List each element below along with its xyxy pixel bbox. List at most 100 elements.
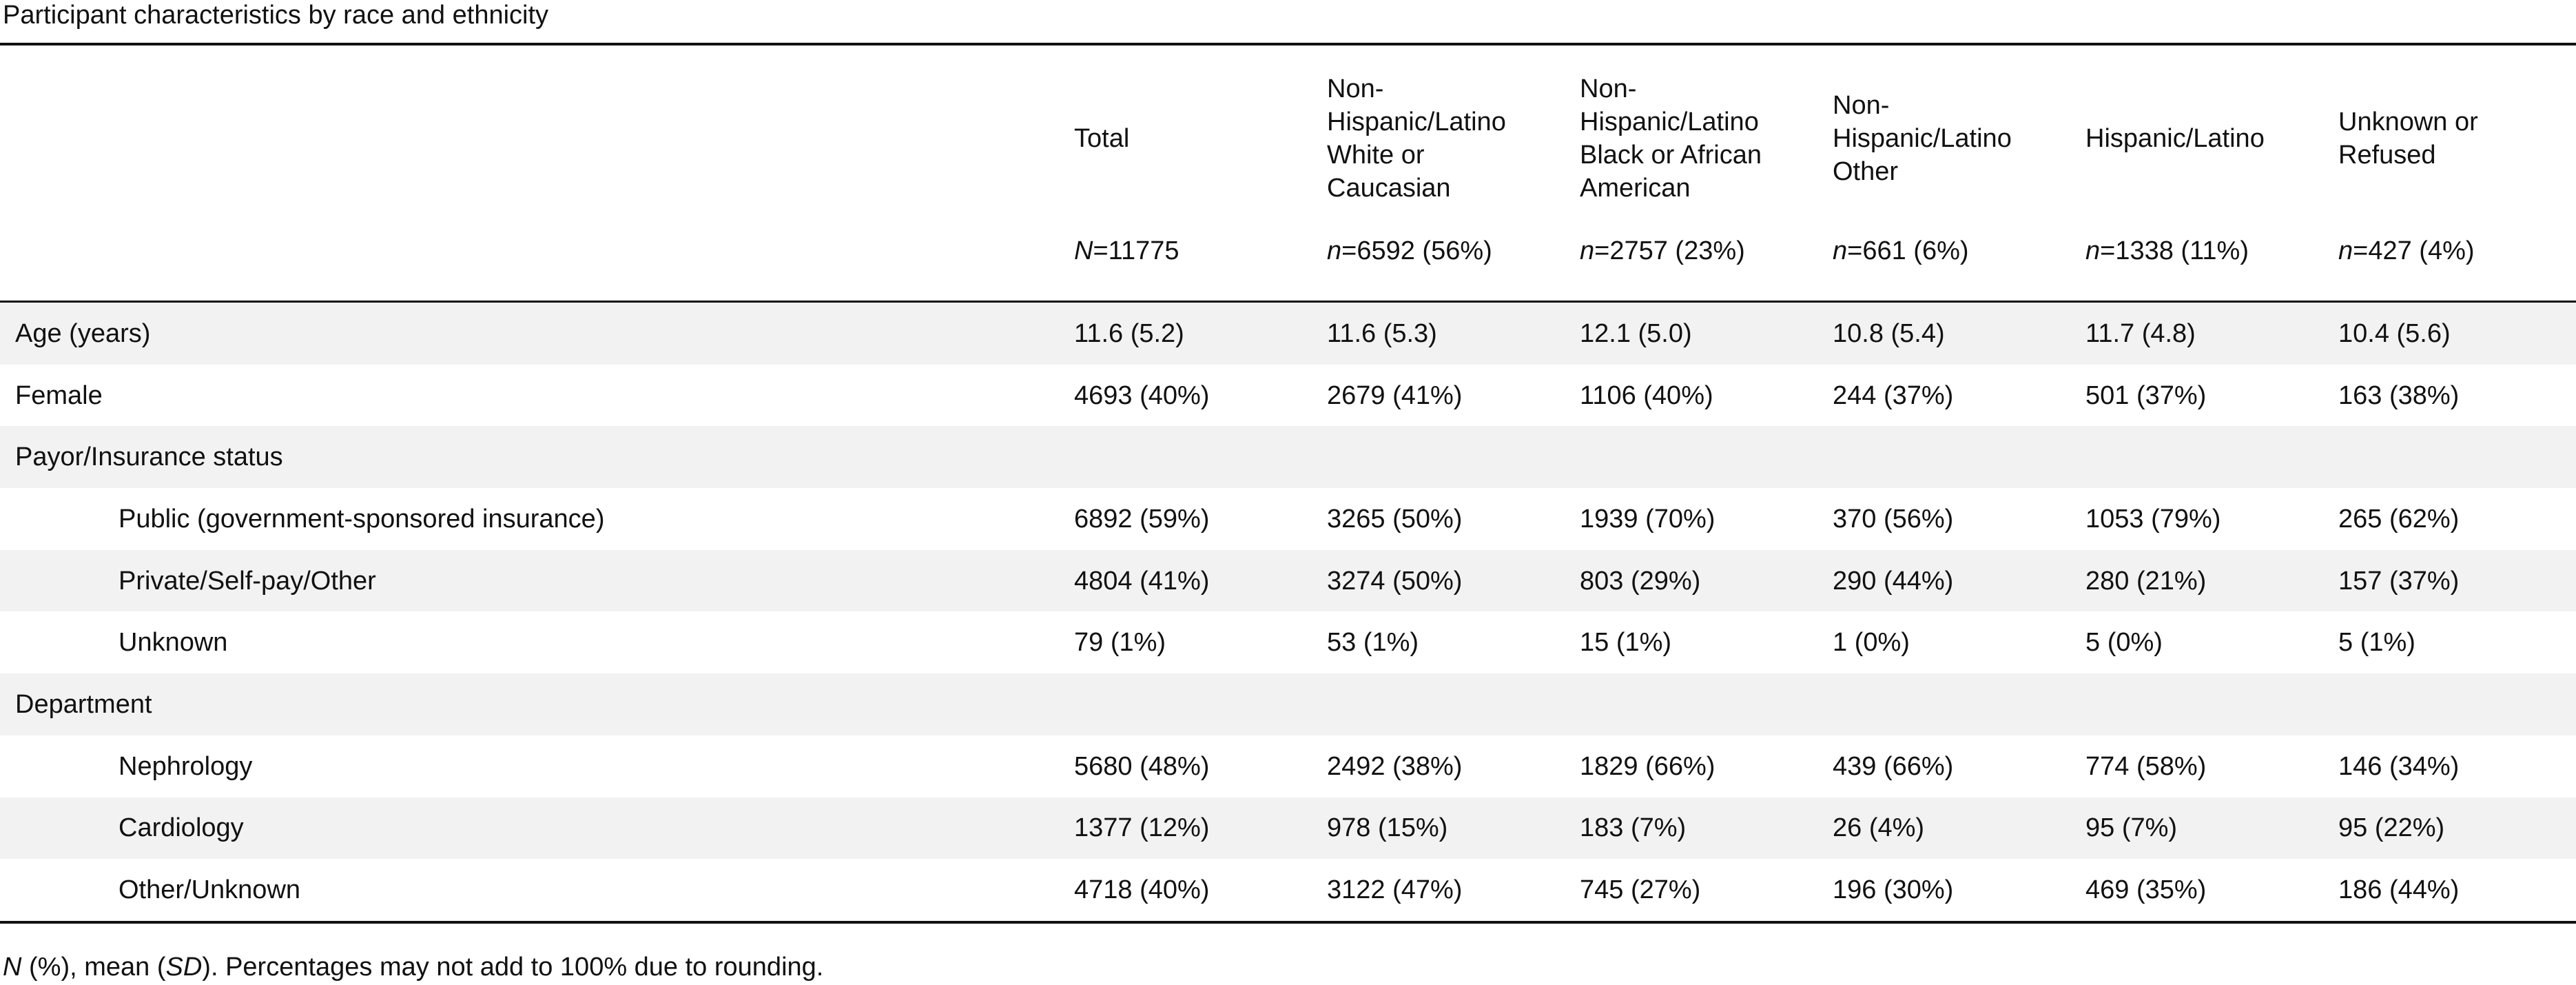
header-label-line: Non- bbox=[1327, 74, 1384, 103]
table-cell: 244 (37%) bbox=[1833, 380, 1954, 410]
table-body: Age (years) 11.6 (5.2) 11.6 (5.3) 12.1 (5.0… bbox=[0, 301, 2576, 924]
table-cell: 186 (44%) bbox=[2338, 859, 2576, 924]
n-symbol: n bbox=[1327, 236, 1342, 265]
table-cell: 26 (4%) bbox=[1833, 797, 2085, 860]
table-row: Department bbox=[0, 673, 2576, 735]
table-row: Unknown 79 (1%) 53 (1%) 15 (1%) 1 (0%) 5 (0%)… bbox=[0, 611, 2576, 673]
table-cell bbox=[1833, 673, 2085, 735]
header-empty-cell bbox=[0, 43, 1074, 214]
header-label-line: Hispanic/Latino bbox=[1833, 124, 2012, 153]
table-row: Public (government-sponsored insurance) 6… bbox=[0, 488, 2576, 550]
table-cell bbox=[2085, 426, 2338, 489]
table-cell: 95 (22%) bbox=[2338, 797, 2576, 860]
footnote-n-symbol: N bbox=[3, 953, 22, 982]
table-cell: 1053 (79%) bbox=[2085, 504, 2221, 534]
header-col-nh-black: Non- Hispanic/Latino Black or African Ameri… bbox=[1580, 43, 1833, 214]
footnote-text-2: ). Percentages may not add to 100% due t… bbox=[202, 953, 824, 982]
header-n-empty-cell bbox=[0, 214, 1074, 303]
header-label-line: Non- bbox=[1833, 91, 1890, 120]
table-cell bbox=[1327, 673, 1580, 735]
table-cell: 774 (58%) bbox=[2085, 751, 2207, 781]
table-cell bbox=[2338, 426, 2576, 489]
table-cell: 4804 (41%) bbox=[1074, 549, 1327, 612]
table-cell: 803 (29%) bbox=[1580, 549, 1833, 612]
header-col-nh-other: Non- Hispanic/Latino Other bbox=[1833, 43, 2085, 214]
table-row: Payor/Insurance status bbox=[0, 426, 2576, 489]
table-cell: 1829 (66%) bbox=[1580, 751, 1715, 781]
table-cell bbox=[1327, 426, 1580, 489]
n-value: =1338 (11%) bbox=[2100, 236, 2249, 265]
n-count-nh-white: n=6592 (56%) bbox=[1327, 214, 1580, 303]
header-label-line: Non- bbox=[1580, 74, 1637, 103]
row-label: Department bbox=[0, 673, 1074, 735]
table-cell: 501 (37%) bbox=[2085, 380, 2207, 410]
characteristics-table: Total Non- Hispanic/Latino White or Caucasi… bbox=[0, 43, 2576, 924]
table-cell: 12.1 (5.0) bbox=[1580, 301, 1833, 365]
table-cell: 11.7 (4.8) bbox=[2085, 301, 2338, 365]
table-cell bbox=[2085, 673, 2338, 735]
table-cell: 290 (44%) bbox=[1833, 549, 2085, 612]
table-cell bbox=[1580, 426, 1833, 489]
table-cell: 3122 (47%) bbox=[1327, 859, 1580, 924]
table-cell: 196 (30%) bbox=[1833, 859, 2085, 924]
table-cell: 469 (35%) bbox=[2085, 859, 2338, 924]
table-row: Other/Unknown 4718 (40%) 3122 (47%) 745 (27… bbox=[0, 859, 2576, 924]
table-row: Age (years) 11.6 (5.2) 11.6 (5.3) 12.1 (5.0… bbox=[0, 301, 2576, 365]
header-label-line: American bbox=[1580, 174, 1691, 203]
header-label-line: Hispanic/Latino bbox=[1580, 108, 1759, 136]
table-row: Female 4693 (40%) 2679 (41%) 1106 (40%) 244 … bbox=[0, 365, 2576, 427]
table-cell: 1939 (70%) bbox=[1580, 504, 1715, 534]
header-col-total: Total bbox=[1074, 43, 1327, 214]
n-value: =2757 (23%) bbox=[1594, 236, 1745, 265]
header-label-line: Hispanic/Latino bbox=[2085, 124, 2265, 153]
table-cell: 4693 (40%) bbox=[1074, 380, 1210, 410]
n-count-nh-black: n=2757 (23%) bbox=[1580, 214, 1833, 303]
table-cell: 3274 (50%) bbox=[1327, 549, 1580, 612]
table-caption: Participant characteristics by race and … bbox=[3, 1, 549, 30]
n-symbol: n bbox=[2085, 236, 2101, 265]
header-col-nh-white: Non- Hispanic/Latino White or Caucasian bbox=[1327, 43, 1580, 214]
n-count-unknown: n=427 (4%) bbox=[2338, 214, 2576, 303]
table-cell: 1377 (12%) bbox=[1074, 797, 1327, 860]
row-label: Unknown bbox=[119, 628, 228, 658]
table-row: Private/Self-pay/Other 4804 (41%) 3274 (50… bbox=[0, 549, 2576, 612]
row-label: Nephrology bbox=[119, 751, 253, 781]
n-symbol: n bbox=[1833, 236, 1848, 265]
table-cell: 745 (27%) bbox=[1580, 859, 1833, 924]
n-value: =11775 bbox=[1093, 236, 1179, 265]
table-cell: 1106 (40%) bbox=[1580, 380, 1713, 410]
table-cell: 1 (0%) bbox=[1833, 628, 1910, 658]
table-cell: 2679 (41%) bbox=[1327, 380, 1463, 410]
header-label-line: Hispanic/Latino bbox=[1327, 108, 1506, 136]
table-cell: 10.4 (5.6) bbox=[2338, 301, 2576, 365]
table-cell: 183 (7%) bbox=[1580, 797, 1833, 860]
header-n-row: N=11775 n=6592 (56%) n=2757 (23%) n=661 … bbox=[0, 214, 2576, 303]
header-col-unknown: Unknown or Refused bbox=[2338, 43, 2576, 214]
table-footnote: N (%), mean (SD). Percentages may not ad… bbox=[3, 952, 823, 982]
table-cell: 11.6 (5.2) bbox=[1074, 301, 1327, 365]
table-cell: 439 (66%) bbox=[1833, 751, 1954, 781]
table-cell: 79 (1%) bbox=[1074, 628, 1166, 658]
table-cell: 4718 (40%) bbox=[1074, 859, 1327, 924]
footnote-sd-symbol: SD bbox=[165, 953, 203, 982]
n-symbol: N bbox=[1074, 236, 1093, 265]
table-cell: 10.8 (5.4) bbox=[1833, 301, 2085, 365]
table-cell: 2492 (38%) bbox=[1327, 751, 1463, 781]
table-cell: 265 (62%) bbox=[2338, 504, 2460, 534]
row-label: Other/Unknown bbox=[0, 859, 1074, 924]
header-label-row: Total Non- Hispanic/Latino White or Caucasi… bbox=[0, 43, 2576, 214]
table-container: Total Non- Hispanic/Latino White or Caucasi… bbox=[0, 43, 2576, 924]
table-cell bbox=[1074, 673, 1327, 735]
row-label: Payor/Insurance status bbox=[0, 426, 1074, 489]
n-value: =6592 (56%) bbox=[1341, 236, 1492, 265]
table-cell: 95 (7%) bbox=[2085, 797, 2338, 860]
table-cell: 163 (38%) bbox=[2338, 380, 2460, 410]
row-label: Public (government-sponsored insurance) bbox=[119, 504, 605, 534]
header-label-line: White or bbox=[1327, 141, 1425, 170]
table-cell: 11.6 (5.3) bbox=[1327, 301, 1580, 365]
n-count-hispanic: n=1338 (11%) bbox=[2085, 214, 2338, 303]
table-cell: 15 (1%) bbox=[1580, 628, 1672, 658]
n-count-nh-other: n=661 (6%) bbox=[1833, 214, 2085, 303]
header-col-hispanic: Hispanic/Latino bbox=[2085, 43, 2338, 214]
table-header: Total Non- Hispanic/Latino White or Caucasi… bbox=[0, 43, 2576, 303]
